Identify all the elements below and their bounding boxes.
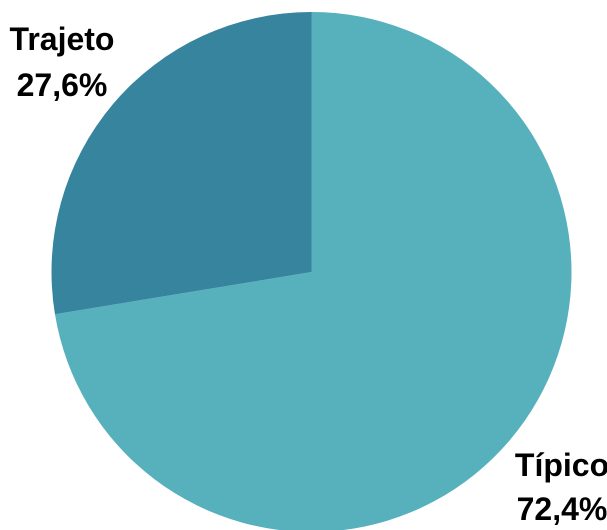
pie-slice-trajeto — [51, 12, 312, 315]
label-trajeto-value: 27,6% — [17, 67, 108, 103]
pie-slices — [51, 12, 572, 530]
pie-slice-tipico — [54, 12, 572, 530]
label-tipico-name: Típico — [515, 447, 607, 483]
label-tipico-value: 72,4% — [517, 491, 607, 527]
label-trajeto-name: Trajeto — [10, 21, 115, 57]
